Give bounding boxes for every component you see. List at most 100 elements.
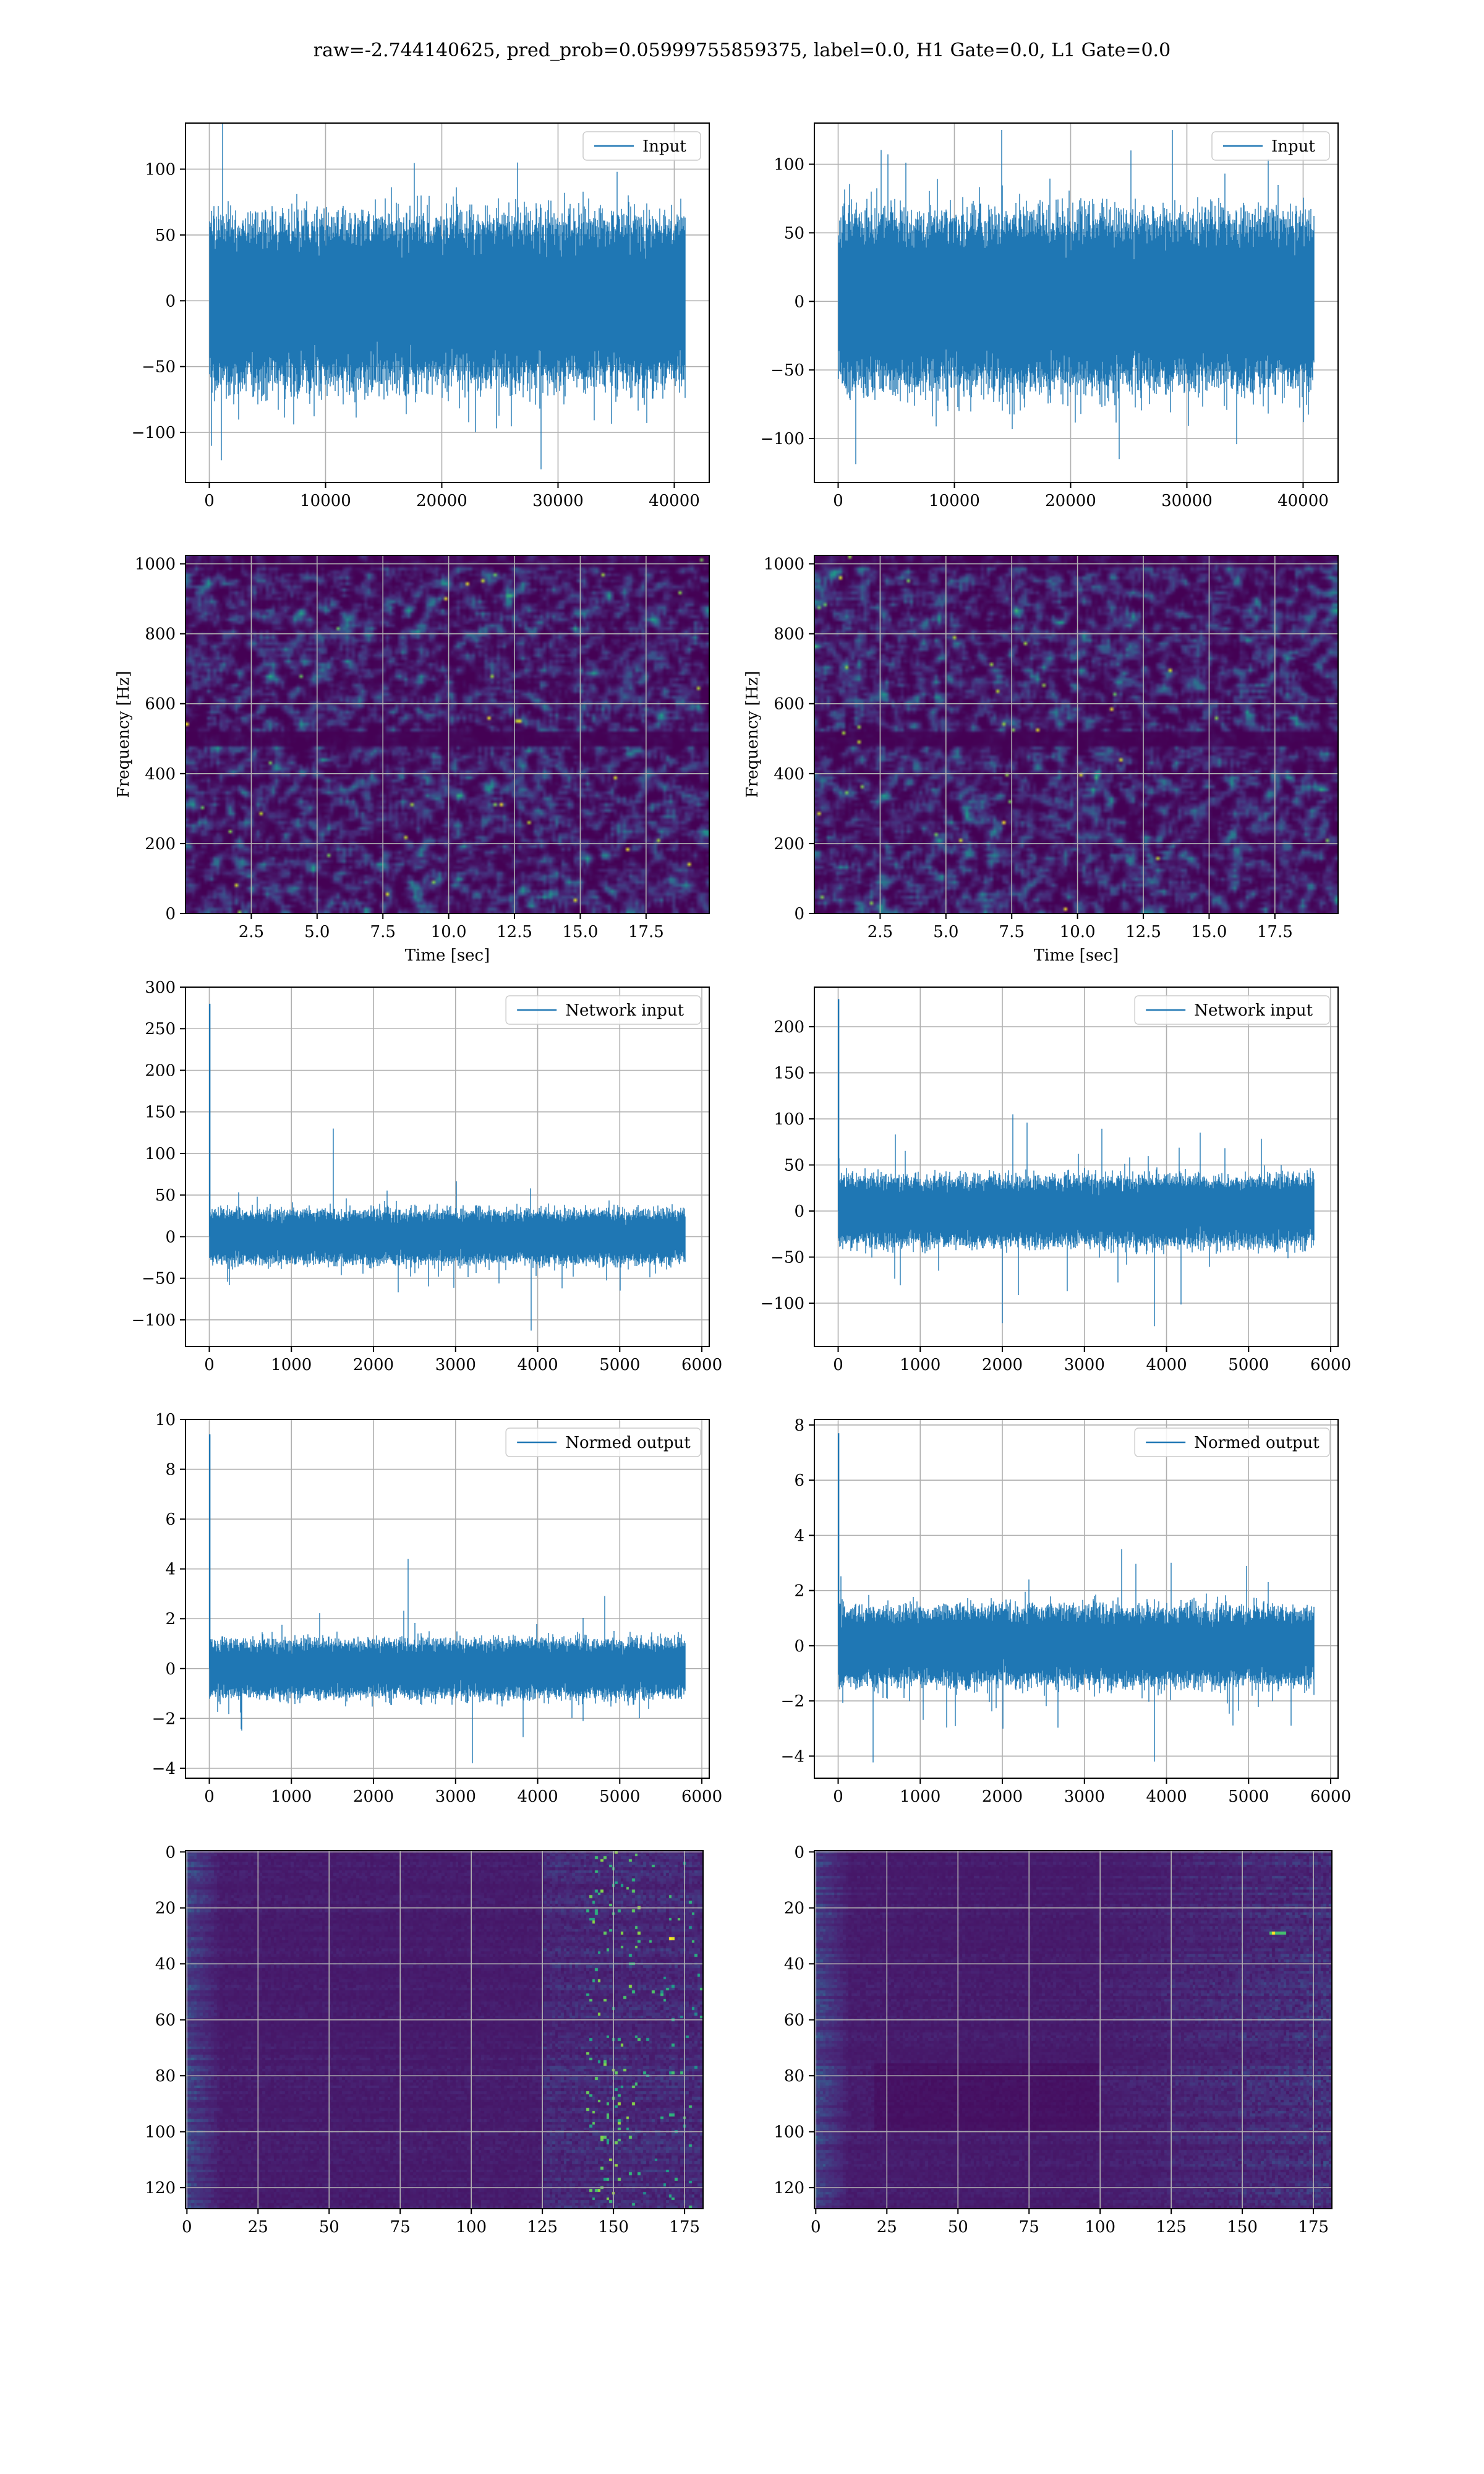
plot-area <box>814 1419 1338 1778</box>
grid-network-input-h1 <box>186 987 709 1346</box>
x-tick-label: 1000 <box>271 1787 312 1806</box>
legend-label: Normed output <box>1194 1434 1320 1452</box>
x-tick-label: 50 <box>948 2218 968 2236</box>
x-tick-label: 3000 <box>1064 1356 1105 1374</box>
x-tick-label: 6000 <box>681 1787 722 1806</box>
heatmap-image <box>186 555 709 914</box>
y-tick-label: 800 <box>145 625 176 644</box>
x-tick-label: 175 <box>1298 2218 1329 2236</box>
x-tick-label: 0 <box>833 1356 843 1374</box>
chart-feature-map-l1: 0 25 50 75 100 125 150 175 0 20 40 60 80 100 120 <box>774 1843 1333 2236</box>
x-tick-label: 1000 <box>271 1356 312 1374</box>
y-tick-label: 1000 <box>135 555 176 574</box>
plot-area <box>186 1419 709 1778</box>
grid-feature-map-h1 <box>186 1851 703 2209</box>
x-tick-label: 2000 <box>982 1787 1023 1806</box>
y-tick-label: −100 <box>132 1311 176 1330</box>
legend-box <box>582 131 701 161</box>
legend-label: Network input <box>1194 1001 1313 1020</box>
x-tick-label: 17.5 <box>1257 923 1293 941</box>
legend-label: Network input <box>565 1001 684 1020</box>
legend-box <box>505 995 701 1025</box>
y-tick-label: −4 <box>781 1747 804 1766</box>
chart-spectrogram-h1: 2.5 5.0 7.5 10.0 12.5 15.0 17.5 0 200 400 600 800 10… <box>114 555 710 965</box>
series-normed-output <box>837 1433 1315 1763</box>
y-tick-label: 0 <box>165 292 176 310</box>
series-network-input <box>837 999 1315 1327</box>
grid-spectrogram-l1 <box>814 555 1338 914</box>
x-tick-label: 5.0 <box>933 923 958 941</box>
chart-input-h1: 0 10000 20000 30000 40000 −100 −50 0 50 100 Input <box>132 122 710 510</box>
x-tick-label: 30000 <box>1161 492 1213 510</box>
x-tick-label: 3000 <box>435 1356 476 1374</box>
legend-box <box>1134 1427 1330 1457</box>
y-tick-label: 100 <box>774 2123 804 2142</box>
x-tick-label: 3000 <box>435 1787 476 1806</box>
x-tick-label: 4000 <box>1146 1787 1187 1806</box>
y-tick-label: −100 <box>761 430 804 448</box>
chart-spectrogram-l1: 2.5 5.0 7.5 10.0 12.5 15.0 17.5 0 200 400 600 800 10… <box>743 555 1339 965</box>
legend-label: Normed output <box>565 1434 691 1452</box>
axes-frame <box>814 122 1339 483</box>
figure-title: raw=-2.744140625, pred_prob=0.0599975585… <box>313 40 1171 61</box>
x-tick-label: 4000 <box>517 1787 558 1806</box>
legend-label: Input <box>1271 137 1315 156</box>
x-tick-label: 20000 <box>416 492 467 510</box>
x-tick-label: 5000 <box>599 1787 640 1806</box>
x-tick-label: 75 <box>390 2218 411 2236</box>
heatmap-image <box>814 1851 1332 2209</box>
y-tick-label: 150 <box>774 1064 804 1083</box>
legend-box <box>505 1427 701 1457</box>
y-tick-label: 400 <box>774 765 804 784</box>
x-tick-label: 2000 <box>353 1787 394 1806</box>
x-tick-label: 1000 <box>900 1356 940 1374</box>
axes-frame <box>814 1850 1333 2209</box>
chart-feature-map-h1: 0 25 50 75 100 125 150 175 0 20 40 60 80 100 120 <box>145 1843 704 2236</box>
axes-frame <box>185 1850 704 2209</box>
y-tick-label: 8 <box>794 1416 804 1435</box>
series-input <box>838 130 1315 464</box>
axes-frame <box>185 555 710 914</box>
axes-frame <box>814 987 1339 1347</box>
y-tick-label: 20 <box>155 1899 176 1918</box>
y-tick-label: 100 <box>774 1110 804 1129</box>
series-normed-output <box>208 1434 686 1763</box>
x-tick-label: 5000 <box>1228 1356 1269 1374</box>
x-tick-label: 0 <box>833 1787 843 1806</box>
chart-network-input-l1: 0 1000 2000 3000 4000 5000 6000 −100 −50 0 50 100 15… <box>761 987 1351 1374</box>
y-tick-label: 200 <box>145 1061 176 1080</box>
y-tick-label: 60 <box>784 2011 804 2030</box>
y-tick-label: 50 <box>784 1157 804 1175</box>
chart-normed-output-l1: 0 1000 2000 3000 4000 5000 6000 −4 −2 0 2 4 6 8 Normed… <box>781 1416 1351 1806</box>
x-tick-label: 5000 <box>599 1356 640 1374</box>
axes-frame <box>814 555 1339 914</box>
heatmap-image <box>814 555 1338 914</box>
y-tick-label: 0 <box>165 905 176 923</box>
series-input <box>209 123 686 469</box>
plot-area <box>186 987 709 1346</box>
x-tick-label: 0 <box>204 492 215 510</box>
legend: Input <box>1211 131 1330 161</box>
y-tick-label: 150 <box>145 1103 176 1122</box>
grid-feature-map-l1 <box>814 1851 1332 2209</box>
x-tick-label: 15.0 <box>1191 923 1227 941</box>
x-tick-label: 10000 <box>300 492 351 510</box>
y-tick-label: 0 <box>794 905 804 923</box>
x-tick-label: 150 <box>1227 2218 1258 2236</box>
y-tick-label: 10 <box>155 1411 176 1429</box>
y-tick-label: 100 <box>145 160 176 179</box>
axes-frame <box>185 1419 710 1779</box>
x-tick-label: 125 <box>1156 2218 1187 2236</box>
legend-box <box>1134 995 1330 1025</box>
legend: Normed output <box>505 1427 701 1457</box>
x-tick-label: 150 <box>598 2218 629 2236</box>
y-tick-label: 120 <box>145 2179 176 2198</box>
legend: Input <box>582 131 701 161</box>
y-tick-label: 250 <box>145 1020 176 1038</box>
y-tick-label: 0 <box>165 1843 176 1862</box>
y-axis-label: Frequency [Hz] <box>114 671 133 798</box>
x-tick-label: 40000 <box>649 492 700 510</box>
x-tick-label: 0 <box>204 1356 215 1374</box>
legend-box <box>1211 131 1330 161</box>
heatmap-image <box>186 1851 703 2209</box>
